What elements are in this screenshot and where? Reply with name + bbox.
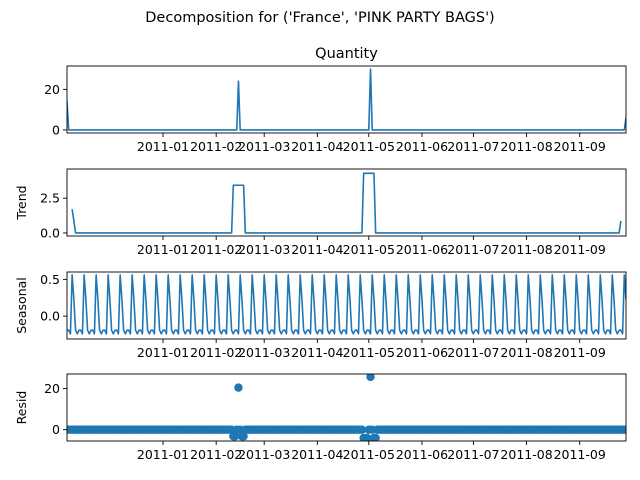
y-tick-label: 20 (44, 381, 60, 396)
axes-frame (66, 271, 627, 340)
x-tick-label: 2011-09 (554, 242, 606, 257)
x-tick-label: 2011-05 (343, 139, 395, 154)
x-tick-label: 2011-05 (343, 447, 395, 462)
x-tick-label: 2011-04 (291, 242, 343, 257)
y-tick-label: 0 (52, 422, 60, 437)
x-tick-label: 2011-07 (447, 139, 499, 154)
y-axis-label: Resid (14, 391, 29, 425)
axes-frame (66, 65, 627, 134)
y-tick-label: 20 (44, 82, 60, 97)
y-tick-label: 2.5 (40, 191, 60, 206)
x-tick-label: 2011-06 (396, 345, 448, 360)
series-line (71, 172, 622, 234)
resid-point (357, 425, 367, 434)
x-tick-label: 2011-06 (396, 242, 448, 257)
seasonal-line (67, 274, 626, 335)
axes-frame (66, 373, 627, 442)
x-tick-label: 2011-01 (137, 447, 189, 462)
resid-point (234, 383, 243, 392)
x-tick-label: 2011-08 (500, 447, 552, 462)
axes-frame (66, 168, 627, 237)
y-tick-label: 0.0 (40, 309, 60, 324)
x-tick-label: 2011-02 (190, 345, 242, 360)
x-tick-label: 2011-07 (447, 447, 499, 462)
y-axis-label: Trend (14, 185, 29, 220)
x-tick-label: 2011-09 (554, 139, 606, 154)
x-tick-label: 2011-03 (238, 345, 290, 360)
x-tick-label: 2011-08 (500, 139, 552, 154)
series-line (67, 68, 626, 131)
x-tick-label: 2011-08 (500, 345, 552, 360)
x-tick-label: 2011-05 (343, 345, 395, 360)
plot-area (71, 172, 622, 234)
plot-area (67, 374, 626, 441)
x-tick-label: 2011-02 (190, 242, 242, 257)
plot-area (67, 68, 626, 131)
resid-point (362, 433, 372, 441)
y-tick-label: 0.0 (40, 225, 60, 240)
x-tick-label: 2011-04 (291, 139, 343, 154)
resid-point (239, 432, 248, 441)
x-tick-label: 2011-07 (447, 242, 499, 257)
x-tick-label: 2011-06 (396, 139, 448, 154)
figure-suptitle: Decomposition for ('France', 'PINK PARTY… (145, 10, 494, 26)
y-tick-label: 0 (52, 122, 60, 137)
panel-title: Quantity (315, 46, 378, 62)
x-tick-label: 2011-09 (554, 447, 606, 462)
x-tick-label: 2011-01 (137, 139, 189, 154)
x-tick-label: 2011-03 (238, 242, 290, 257)
x-tick-label: 2011-01 (137, 242, 189, 257)
x-tick-label: 2011-04 (291, 447, 343, 462)
x-tick-label: 2011-02 (190, 139, 242, 154)
resid-point (371, 433, 380, 441)
x-tick-label: 2011-06 (396, 447, 448, 462)
x-tick-label: 2011-03 (238, 447, 290, 462)
x-tick-label: 2011-08 (500, 242, 552, 257)
x-tick-label: 2011-01 (137, 345, 189, 360)
y-tick-label: 0.5 (40, 272, 60, 287)
x-tick-label: 2011-03 (238, 139, 290, 154)
x-tick-label: 2011-07 (447, 345, 499, 360)
x-tick-label: 2011-04 (291, 345, 343, 360)
x-tick-label: 2011-09 (554, 345, 606, 360)
y-axis-label: Seasonal (14, 277, 29, 334)
resid-point (366, 374, 375, 382)
x-tick-label: 2011-05 (343, 242, 395, 257)
x-tick-label: 2011-02 (190, 447, 242, 462)
plot-area (67, 274, 626, 335)
resid-point (621, 425, 626, 434)
resid-point (230, 432, 240, 441)
